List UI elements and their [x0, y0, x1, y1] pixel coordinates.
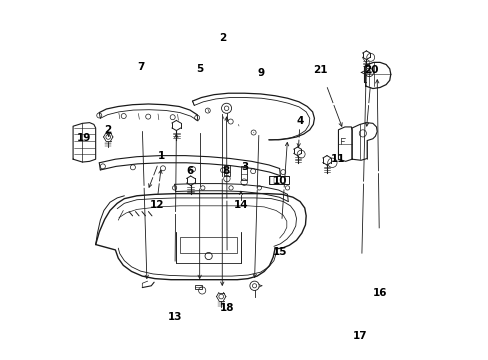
- Text: 9: 9: [257, 68, 264, 78]
- Bar: [195, 284, 202, 289]
- Text: 11: 11: [330, 154, 345, 164]
- Text: 3: 3: [241, 162, 247, 172]
- Text: 17: 17: [352, 331, 366, 341]
- Bar: [180, 237, 237, 253]
- Text: 20: 20: [364, 64, 378, 75]
- Text: 2: 2: [103, 125, 111, 135]
- Bar: [241, 166, 247, 180]
- Text: 21: 21: [313, 64, 327, 75]
- Text: 10: 10: [272, 176, 286, 186]
- Text: 16: 16: [372, 288, 386, 298]
- Bar: [223, 165, 230, 176]
- Text: 6: 6: [186, 166, 193, 176]
- Text: 19: 19: [77, 133, 91, 143]
- Text: 5: 5: [196, 64, 203, 74]
- Text: 15: 15: [272, 247, 286, 257]
- Text: 7: 7: [137, 62, 144, 72]
- Text: 1: 1: [157, 150, 164, 161]
- Text: 14: 14: [233, 200, 248, 210]
- Text: 18: 18: [220, 303, 234, 314]
- Bar: [268, 176, 288, 184]
- Text: 8: 8: [222, 166, 229, 176]
- Text: 13: 13: [167, 312, 182, 322]
- Text: 12: 12: [149, 200, 163, 210]
- Text: 2: 2: [218, 33, 225, 43]
- Text: 4: 4: [296, 116, 303, 126]
